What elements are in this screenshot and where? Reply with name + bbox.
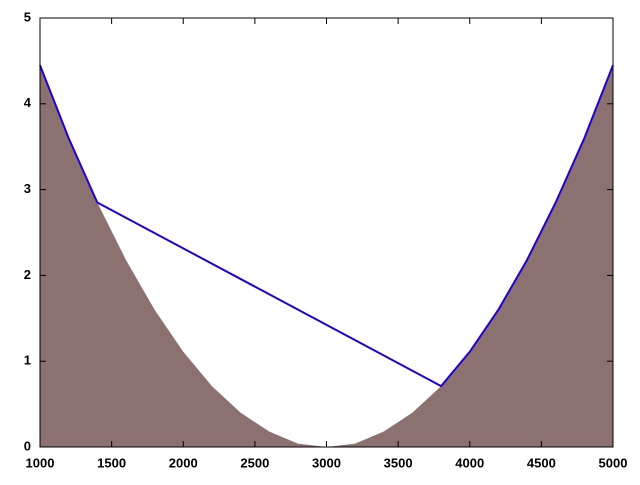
x-tick-label: 3500 bbox=[384, 455, 413, 470]
y-tick-label: 0 bbox=[24, 438, 31, 453]
y-tick-label: 3 bbox=[24, 181, 31, 196]
x-tick-label: 2000 bbox=[169, 455, 198, 470]
x-tick-label: 4000 bbox=[455, 455, 484, 470]
x-tick-label: 1500 bbox=[97, 455, 126, 470]
y-tick-label: 5 bbox=[24, 9, 31, 24]
x-tick-label: 4500 bbox=[527, 455, 556, 470]
y-tick-label: 2 bbox=[24, 267, 31, 282]
x-tick-label: 2500 bbox=[240, 455, 269, 470]
y-tick-label: 4 bbox=[24, 95, 32, 110]
x-tick-label: 1000 bbox=[26, 455, 55, 470]
x-tick-label: 3000 bbox=[312, 455, 341, 470]
line bbox=[39, 64, 614, 388]
y-tick-label: 1 bbox=[24, 353, 31, 368]
x-tick-label: 5000 bbox=[599, 455, 628, 470]
area bbox=[40, 65, 613, 447]
